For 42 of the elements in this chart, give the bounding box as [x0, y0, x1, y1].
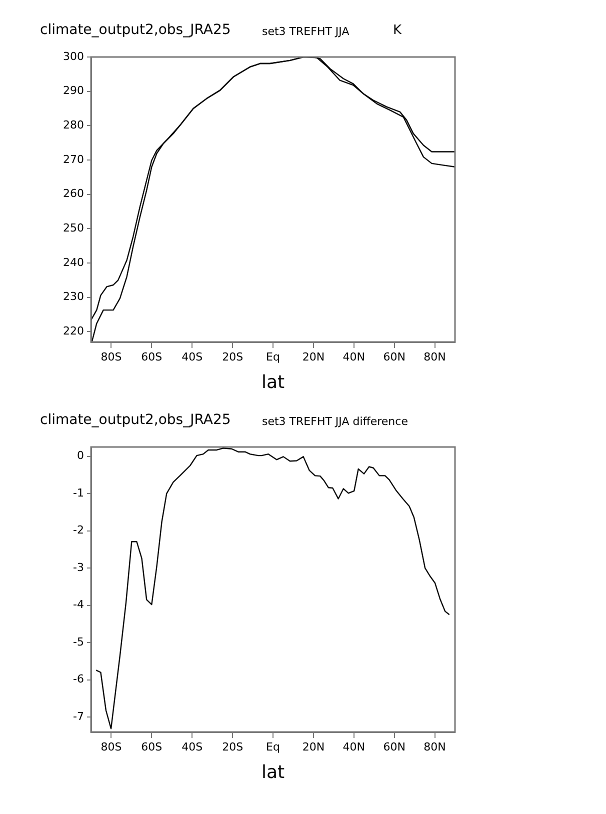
x-tick-label: 20S [222, 740, 244, 754]
y-tick-label: 290 [63, 84, 84, 98]
x-tick-label: 60N [383, 740, 406, 754]
y-tick-label: -1 [73, 486, 84, 500]
x-axis-title: lat [261, 372, 285, 393]
x-tick-label: 60S [141, 350, 162, 364]
y-tick-label: 280 [63, 118, 84, 132]
x-tick-label: 80N [424, 350, 446, 364]
x-tick-label: 20S [222, 350, 244, 364]
y-tick-label: 300 [63, 50, 84, 63]
y-tick-label: 220 [63, 324, 84, 338]
y-tick-label: -5 [73, 635, 84, 648]
x-tick-label: 80S [100, 350, 122, 364]
x-tick-label: 80S [100, 740, 122, 754]
chart-subtitle: set3 TREFHT JJA difference [262, 415, 408, 428]
x-tick-label: 40S [182, 350, 203, 364]
y-tick-label: 260 [63, 187, 84, 200]
x-tick-label: Eq [266, 740, 280, 754]
y-tick-label: 250 [63, 222, 84, 235]
x-tick-label: 40N [342, 740, 366, 754]
y-tick-label: -6 [73, 672, 84, 686]
x-tick-label: 80N [424, 740, 446, 754]
x-tick-label: Eq [266, 350, 280, 364]
y-axis-title: K [393, 23, 402, 38]
y-tick-label: 240 [63, 256, 84, 269]
y-tick-label: -3 [73, 560, 84, 574]
chart-title: climate_output2,obs_JRA25 [40, 22, 231, 38]
chart-subtitle: set3 TREFHT JJA [262, 25, 350, 38]
x-tick-label: 60N [383, 350, 406, 364]
chart-title: climate_output2,obs_JRA25 [40, 412, 231, 428]
y-tick-label: 0 [77, 449, 84, 462]
y-tick-label: -4 [73, 598, 84, 612]
x-tick-label: 60S [141, 740, 162, 754]
y-tick-label: 230 [63, 290, 84, 304]
y-tick-label: -7 [73, 710, 84, 723]
y-tick-label: 270 [63, 152, 84, 166]
x-tick-label: 20N [302, 350, 325, 364]
x-tick-label: 40N [342, 350, 366, 364]
x-tick-label: 20N [302, 740, 325, 754]
y-tick-label: -2 [73, 524, 84, 537]
x-axis-title: lat [261, 762, 285, 783]
x-tick-label: 40S [182, 740, 203, 754]
